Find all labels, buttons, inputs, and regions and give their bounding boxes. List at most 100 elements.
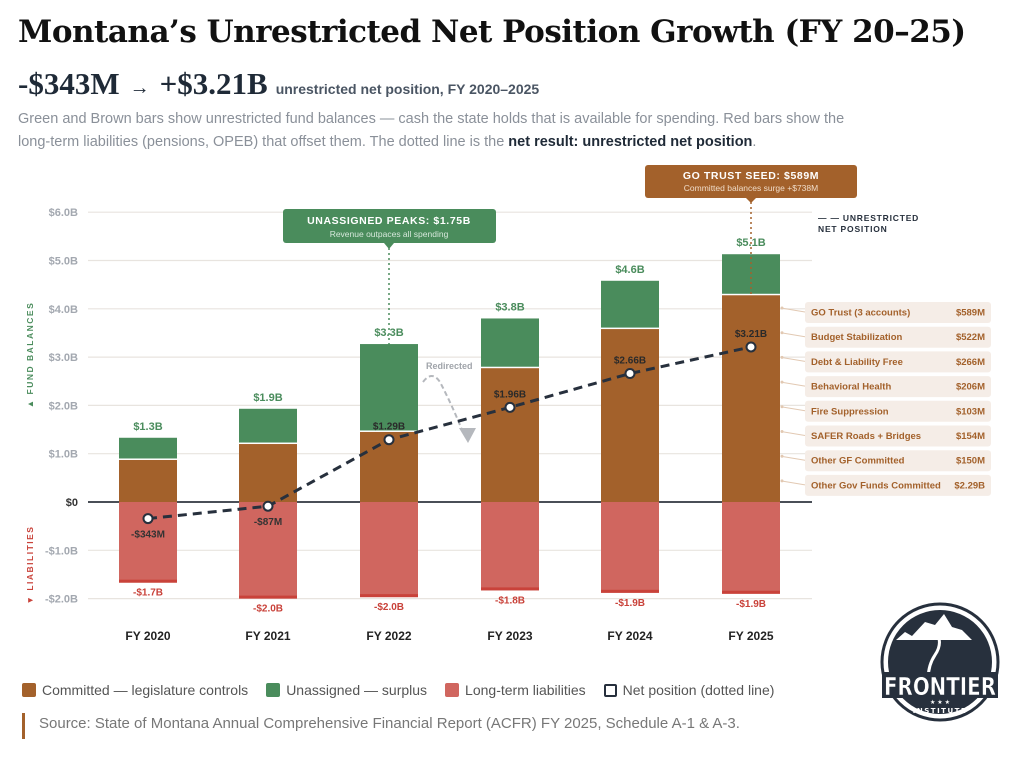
x-tick-label: FY 2023 xyxy=(487,629,532,643)
breakdown-leader xyxy=(780,480,806,486)
annotation-redirected: Redirected xyxy=(426,361,473,371)
breakdown-label: Budget Stabilization xyxy=(811,332,903,343)
x-tick-label: FY 2024 xyxy=(607,629,652,643)
chart-title: Montana’s Unrestricted Net Position Grow… xyxy=(18,14,966,50)
annotation-sub: Revenue outpaces all spending xyxy=(330,229,449,239)
breakdown-dot xyxy=(780,355,784,359)
x-tick-label: FY 2020 xyxy=(125,629,170,643)
breakdown-row xyxy=(805,425,991,447)
breakdown-value: $2.29B xyxy=(954,480,985,491)
breakdown-value: $103M xyxy=(956,406,985,417)
bar-committed xyxy=(601,329,659,502)
bar-liabilities-edge xyxy=(601,589,659,593)
liability-label: -$1.7B xyxy=(133,588,163,599)
bar-committed xyxy=(722,295,780,502)
total-label: $3.8B xyxy=(495,301,524,313)
net-position-point xyxy=(383,434,395,446)
headline-sub: unrestricted net position, FY 2020–2025 xyxy=(275,81,540,97)
description-end: . xyxy=(752,134,757,150)
breakdown-row xyxy=(805,474,991,496)
bar-liabilities xyxy=(360,502,418,598)
net-position-label: -$343M xyxy=(131,530,165,541)
headline-to: +$3.21B xyxy=(159,66,268,101)
breakdown-leader xyxy=(780,307,806,313)
legend-swatch xyxy=(445,683,460,697)
legend-committed: Committed — legislature controls xyxy=(22,682,248,698)
breakdown-leader xyxy=(780,332,806,338)
breakdown-leader xyxy=(780,455,806,461)
breakdown-value: $266M xyxy=(956,357,985,368)
breakdown-row xyxy=(805,450,991,472)
y-axis-label-liabilities: ▼ LIABILITIES xyxy=(25,526,35,605)
x-tick-label: FY 2022 xyxy=(366,629,411,643)
breakdown-leader xyxy=(780,381,806,387)
annotation-title: UNASSIGNED PEAKS: $1.75B xyxy=(307,215,471,227)
breakdown-dot xyxy=(780,479,784,483)
net-position-line xyxy=(147,345,752,521)
legend-swatch xyxy=(266,683,281,697)
breakdown-row xyxy=(805,351,991,373)
y-tick-label: -$1.0B xyxy=(45,545,78,557)
bar-liabilities-edge xyxy=(481,587,539,591)
breakdown-label: Debt & Liability Free xyxy=(811,357,903,368)
liability-label: -$2.0B xyxy=(374,602,404,613)
net-position-point xyxy=(504,401,516,413)
description-text: Green and Brown bars show unrestricted f… xyxy=(18,111,845,150)
liability-label: -$2.0B xyxy=(253,604,283,615)
breakdown-leader xyxy=(780,431,806,436)
bar-unassigned xyxy=(239,408,297,443)
breakdown-label: GO Trust (3 accounts) xyxy=(811,308,910,319)
legend-label: Unassigned — surplus xyxy=(286,682,428,698)
headline: -$343M → +$3.21B unrestricted net position,… xyxy=(18,66,539,102)
breakdown-value: $154M xyxy=(956,431,985,442)
line-legend: NET POSITION xyxy=(818,224,888,234)
bar-liabilities-edge xyxy=(722,590,780,594)
breakdown-value: $206M xyxy=(956,382,985,393)
legend-label: Committed — legislature controls xyxy=(42,682,249,698)
y-tick-label: $5.0B xyxy=(49,256,78,268)
bar-committed xyxy=(119,459,177,502)
y-tick-label: $1.0B xyxy=(49,449,78,461)
bar-liabilities xyxy=(601,502,659,593)
net-position-label: $1.96B xyxy=(494,389,526,400)
bar-liabilities xyxy=(722,502,780,594)
logo-band xyxy=(882,672,998,698)
net-position-point xyxy=(745,341,757,353)
description-bold: net result: unrestricted net position xyxy=(508,134,753,150)
legend-net-position: Net position (dotted line) xyxy=(603,682,774,698)
total-label: $4.6B xyxy=(615,264,644,276)
bar-liabilities-edge xyxy=(360,594,418,598)
breakdown-dot xyxy=(780,331,784,335)
total-label: $1.3B xyxy=(133,421,162,433)
net-position-label: $1.29B xyxy=(373,422,405,433)
net-position-label: -$87M xyxy=(254,517,282,528)
x-tick-label: FY 2021 xyxy=(245,629,290,643)
y-tick-label: $3.0B xyxy=(49,352,78,364)
y-tick-label: $6.0B xyxy=(49,207,78,219)
source-note: Source: State of Montana Annual Comprehe… xyxy=(22,713,740,739)
breakdown-label: Behavioral Health xyxy=(811,382,891,393)
bar-unassigned xyxy=(360,344,418,431)
headline-from: -$343M xyxy=(18,66,120,101)
breakdown-row xyxy=(805,326,991,348)
breakdown-label: Fire Suppression xyxy=(811,406,889,417)
breakdown-leader xyxy=(780,406,806,412)
bar-committed xyxy=(239,444,297,502)
annotation-sub: Committed balances surge +$738M xyxy=(684,183,818,193)
y-tick-label: $2.0B xyxy=(49,400,78,412)
line-legend: — — UNRESTRICTED xyxy=(818,213,919,223)
annotation-pointer xyxy=(746,198,756,203)
bar-liabilities-edge xyxy=(239,595,297,599)
bar-committed xyxy=(481,368,539,502)
annotation-box-unassigned xyxy=(283,209,496,243)
logo-sub: INSTITUTE xyxy=(913,707,967,715)
y-tick-label: $4.0B xyxy=(49,304,78,316)
bar-liabilities-edge xyxy=(119,579,177,583)
breakdown-dot xyxy=(780,430,784,433)
breakdown-label: Other GF Committed xyxy=(811,456,905,467)
y-tick-label: $0 xyxy=(66,497,78,509)
y-axis-label-fund-balances: ▲ FUND BALANCES xyxy=(25,302,35,408)
net-position-point xyxy=(142,513,154,525)
logo-stars: ★ ★ ★ xyxy=(930,699,950,706)
arrow-icon: → xyxy=(129,77,150,99)
